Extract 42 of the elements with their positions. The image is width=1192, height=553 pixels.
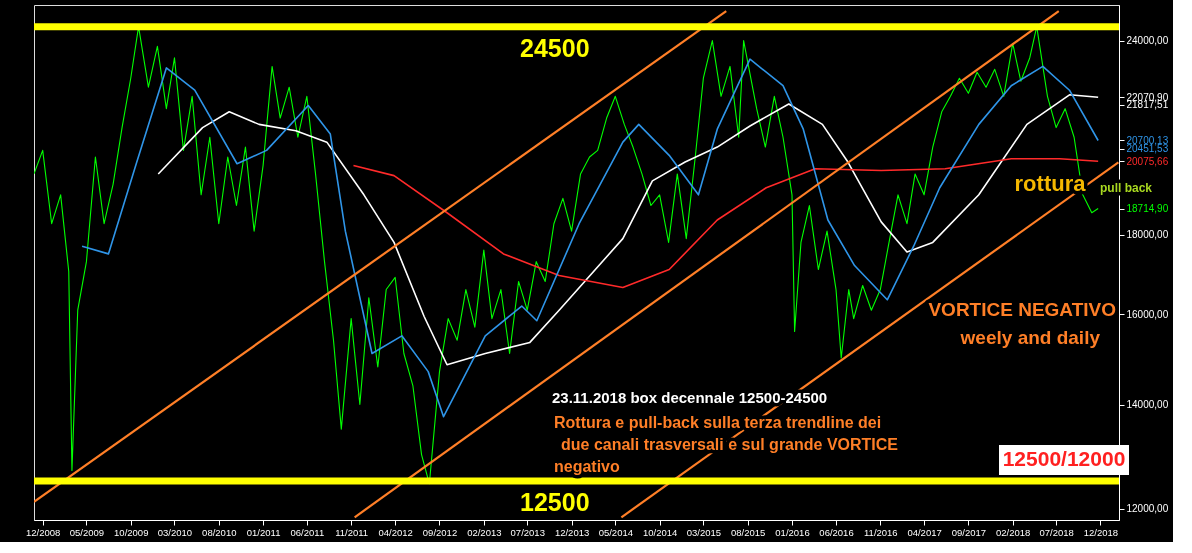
- x-tick-label: 04/2012: [378, 526, 413, 538]
- y-tick-label: 18714,90: [1126, 203, 1169, 215]
- annotation: due canali trasversali e sul grande VORTICE: [561, 436, 899, 453]
- y-tick-label: 18000,00: [1126, 229, 1169, 241]
- annotation: negativo: [554, 458, 621, 475]
- annotation: 12500/12000: [1002, 447, 1126, 470]
- x-tick-label: 05/2014: [598, 526, 633, 538]
- x-tick-label: 03/2010: [157, 526, 193, 538]
- y-tick-label: 16000,00: [1126, 308, 1169, 320]
- annotation: weely and daily: [959, 327, 1101, 348]
- x-tick-label: 12/2013: [554, 526, 590, 538]
- x-tick-label: 08/2010: [202, 526, 237, 538]
- x-tick-label: 09/2017: [951, 526, 987, 538]
- x-tick-label: 08/2015: [731, 526, 766, 538]
- x-tick-label: 03/2015: [686, 526, 722, 538]
- x-tick-label: 11/2016: [864, 526, 898, 538]
- y-tick-label: 14000,00: [1126, 399, 1169, 411]
- x-tick-label: 06/2011: [290, 526, 325, 538]
- y-tick-label: 20075,66: [1126, 155, 1169, 167]
- x-tick-label: 10/2014: [642, 526, 678, 538]
- x-tick-label: 07/2018: [1039, 526, 1074, 538]
- x-tick-label: 05/2009: [69, 526, 105, 538]
- x-tick-label: 12/2008: [26, 526, 61, 538]
- line-series: [352, 157, 1099, 289]
- x-tick-label: 11/2011: [335, 526, 369, 538]
- x-tick-label: 07/2013: [510, 526, 545, 538]
- ref-line-label: 12500: [520, 488, 590, 517]
- y-tick-label: 24000,00: [1126, 35, 1169, 47]
- annotation: VORTICE NEGATIVO: [928, 299, 1116, 320]
- y-tick-label: 12000,00: [1126, 503, 1169, 515]
- x-tick-label: 02/2018: [996, 526, 1031, 538]
- x-tick-label: 01/2016: [775, 526, 810, 538]
- x-tick-label: 12/2018: [1083, 526, 1119, 538]
- y-tick-label: 20451,53: [1126, 143, 1169, 155]
- ref-line-label: 24500: [520, 33, 590, 62]
- x-tick-label: 04/2017: [907, 526, 942, 538]
- x-tick-label: 01/2011: [246, 526, 281, 538]
- x-tick-label: 09/2012: [422, 526, 458, 538]
- x-tick-label: 10/2009: [114, 526, 149, 538]
- y-tick-label: 20700,13: [1126, 134, 1169, 146]
- x-tick-label: 06/2016: [819, 526, 854, 538]
- x-tick-label: 02/2013: [467, 526, 502, 538]
